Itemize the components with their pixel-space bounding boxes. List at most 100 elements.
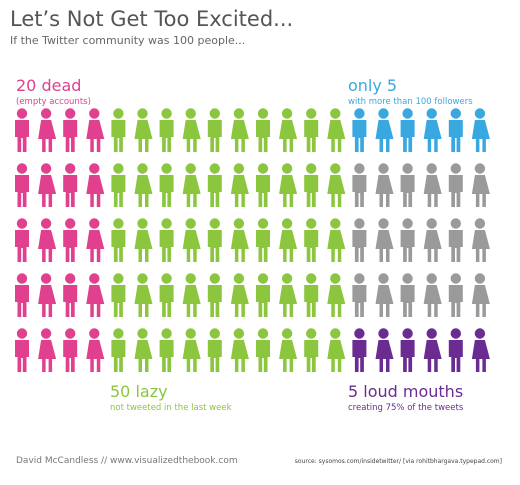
- person-head: [89, 218, 100, 229]
- person: [63, 273, 78, 317]
- person-head: [209, 163, 220, 174]
- person-body: [327, 230, 346, 262]
- person: [207, 273, 222, 317]
- person-body: [207, 175, 222, 207]
- person: [423, 273, 442, 317]
- person-body: [400, 175, 415, 207]
- person: [230, 163, 249, 207]
- group-note: (empty accounts): [16, 97, 91, 107]
- person-body: [400, 340, 415, 372]
- person: [304, 273, 319, 317]
- person-head: [378, 328, 389, 339]
- person-head: [378, 163, 389, 174]
- person-head: [402, 328, 413, 339]
- person-body: [86, 230, 105, 262]
- person: [375, 108, 394, 152]
- person-body: [400, 230, 415, 262]
- person: [182, 108, 201, 152]
- person: [279, 328, 298, 372]
- person: [327, 218, 346, 262]
- person-head: [209, 218, 220, 229]
- person-head: [185, 273, 196, 284]
- person-head: [330, 328, 341, 339]
- person-head: [233, 273, 245, 284]
- person: [423, 108, 442, 152]
- person-head: [161, 218, 172, 229]
- person-body: [14, 120, 29, 152]
- person-body: [207, 230, 222, 262]
- person-body: [86, 175, 105, 207]
- person-head: [65, 163, 76, 174]
- person: [182, 218, 201, 262]
- person-body: [38, 175, 57, 207]
- group-note: not tweeted in the last week: [110, 403, 232, 413]
- person-body: [230, 285, 249, 317]
- person: [207, 328, 222, 372]
- person-body: [134, 120, 153, 152]
- group-label: 20 dead: [16, 76, 81, 95]
- person-body: [352, 340, 367, 372]
- person: [352, 218, 367, 262]
- person: [471, 108, 490, 152]
- person-body: [279, 230, 298, 262]
- person: [255, 218, 270, 262]
- person-head: [474, 108, 486, 119]
- person: [255, 108, 270, 152]
- person-body: [279, 285, 298, 317]
- person-body: [279, 120, 298, 152]
- person-body: [111, 175, 126, 207]
- person-body: [448, 175, 463, 207]
- person: [471, 218, 490, 262]
- person-body: [111, 120, 126, 152]
- person: [448, 108, 463, 152]
- person-body: [207, 340, 222, 372]
- person-head: [426, 218, 437, 229]
- person-body: [352, 175, 367, 207]
- person-body: [304, 340, 319, 372]
- person-head: [306, 218, 317, 229]
- person: [14, 328, 29, 372]
- person-body: [448, 120, 463, 152]
- person-head: [89, 163, 100, 174]
- person-body: [134, 230, 153, 262]
- person: [111, 218, 126, 262]
- person-body: [279, 175, 298, 207]
- person: [182, 273, 201, 317]
- person-head: [233, 108, 245, 119]
- person-head: [281, 108, 293, 119]
- person-body: [304, 175, 319, 207]
- person: [471, 163, 490, 207]
- person-body: [304, 285, 319, 317]
- person-head: [89, 108, 100, 119]
- person-head: [161, 163, 172, 174]
- person-body: [327, 120, 346, 152]
- person-head: [113, 273, 124, 284]
- person-head: [426, 273, 437, 284]
- person-head: [426, 328, 437, 339]
- person-head: [65, 273, 76, 284]
- person: [471, 273, 490, 317]
- person-head: [209, 108, 220, 119]
- person: [304, 108, 319, 152]
- person-head: [89, 273, 100, 284]
- person: [38, 273, 57, 317]
- person-head: [450, 108, 461, 119]
- person-body: [255, 120, 270, 152]
- person: [304, 218, 319, 262]
- person-body: [159, 120, 174, 152]
- person-body: [327, 175, 346, 207]
- person: [207, 108, 222, 152]
- person: [471, 328, 490, 372]
- person: [134, 328, 153, 372]
- source: source: sysomos.com/insidetwitter/ [via …: [295, 458, 502, 465]
- person-head: [65, 108, 76, 119]
- person-body: [279, 340, 298, 372]
- person-body: [400, 120, 415, 152]
- person-body: [471, 340, 490, 372]
- person: [230, 328, 249, 372]
- person: [375, 163, 394, 207]
- person-head: [474, 218, 486, 229]
- person-head: [16, 163, 28, 174]
